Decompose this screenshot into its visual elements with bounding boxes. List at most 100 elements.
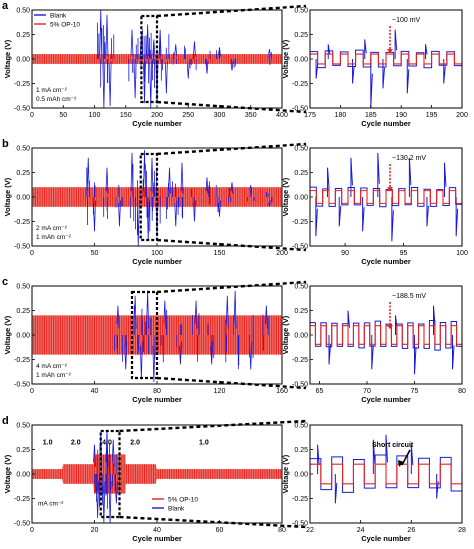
op10-trace xyxy=(310,463,462,485)
x-tick-label: 300 xyxy=(214,112,226,119)
y-tick-label: 0.50 xyxy=(294,8,308,15)
y-tick-label: -0.25 xyxy=(292,357,308,364)
x-tick-label: 80 xyxy=(278,527,286,534)
annotation-arrowhead xyxy=(398,460,404,467)
panel-letter: b xyxy=(2,138,9,150)
y-tick-label: 0.00 xyxy=(294,57,308,64)
zoom-connector-bottom xyxy=(156,238,307,252)
zoom-window xyxy=(130,290,159,380)
x-tick-label: 150 xyxy=(120,112,132,119)
y-tick-label: 0.25 xyxy=(294,447,308,454)
y-axis-label: Voltage (V) xyxy=(281,315,290,354)
x-tick-label: 80 xyxy=(153,388,161,395)
y-axis-label: Voltage (V) xyxy=(281,454,290,493)
annotation-arrowhead xyxy=(387,325,393,330)
blank-spikes xyxy=(328,305,455,375)
rate-label: 2.0 xyxy=(130,440,140,447)
y-tick-label: -0.50 xyxy=(14,106,30,113)
y-tick-label: 0.50 xyxy=(294,423,308,430)
x-axis-label: Cycle number xyxy=(361,119,411,128)
zoom-window xyxy=(140,14,159,104)
zoom-window xyxy=(139,152,159,242)
zoom-connector-bottom xyxy=(119,515,307,529)
y-tick-label: -0.50 xyxy=(14,382,30,389)
y-tick-label: 0.25 xyxy=(294,32,308,39)
y-tick-label: 0.50 xyxy=(16,146,30,153)
y-tick-label: 0.25 xyxy=(16,170,30,177)
y-tick-label: 0.00 xyxy=(16,195,30,202)
x-tick-label: 22 xyxy=(306,527,314,534)
x-tick-label: 0 xyxy=(30,112,34,119)
x-tick-label: 0 xyxy=(30,527,34,534)
x-tick-label: 28 xyxy=(458,527,466,534)
blank-trace xyxy=(97,10,272,108)
rate-label: 2.0 xyxy=(71,440,81,447)
x-tick-label: 180 xyxy=(335,112,347,119)
blank-spikes xyxy=(315,29,446,108)
condition-label: 1 mAh cm⁻² xyxy=(36,234,72,241)
x-tick-label: 80 xyxy=(458,388,466,395)
x-tick-label: 200 xyxy=(276,250,288,257)
plot-area xyxy=(310,152,462,242)
x-axis-label: Cycle number xyxy=(132,534,182,543)
plot-area xyxy=(310,434,462,504)
x-tick-label: 200 xyxy=(456,112,468,119)
y-axis-label: Voltage (V) xyxy=(3,315,12,354)
unit-label: mA cm⁻² xyxy=(38,500,64,507)
y-tick-label: 0.00 xyxy=(16,57,30,64)
x-tick-label: 24 xyxy=(357,527,365,534)
y-tick-label: -0.25 xyxy=(292,219,308,226)
panel-d-left: -0.50 -0.25 0.00 0.25 0.50 0 20 40 60 80 Cycle num… xyxy=(2,415,286,543)
x-tick-label: 70 xyxy=(363,388,371,395)
annotation-label: ~130.2 mV xyxy=(392,155,426,162)
condition-label: 4 mA cm⁻² xyxy=(36,363,68,370)
y-tick-label: 0.50 xyxy=(16,423,30,430)
y-tick-label: -0.50 xyxy=(292,521,308,528)
annotation-label: Short circuit xyxy=(372,442,414,449)
x-tick-label: 20 xyxy=(91,527,99,534)
x-tick-label: 75 xyxy=(411,388,419,395)
zoom-connector-top xyxy=(156,4,307,18)
zoom-connector-bottom xyxy=(156,100,307,114)
x-axis-label: Cycle number xyxy=(132,119,182,128)
y-tick-label: -0.25 xyxy=(292,496,308,503)
x-tick-label: 120 xyxy=(214,388,226,395)
rate-label: 4.0 xyxy=(102,440,112,447)
x-axis-label: Cycle number xyxy=(132,257,182,266)
panel-letter: c xyxy=(2,276,8,288)
x-tick-label: 175 xyxy=(304,112,316,119)
legend-label: 5% OP-10 xyxy=(50,22,80,29)
zoom-connector-top xyxy=(119,419,307,433)
x-tick-label: 65 xyxy=(316,388,324,395)
blank-spikes xyxy=(317,434,439,504)
panel-c-right: -0.50 -0.25 0.00 0.25 0.50 65 70 75 80 Cycle numb… xyxy=(281,284,466,405)
blank-trace xyxy=(93,429,118,523)
x-tick-label: 0 xyxy=(30,388,34,395)
x-tick-label: 60 xyxy=(216,527,224,534)
x-tick-label: 350 xyxy=(245,112,257,119)
legend-label: Blank xyxy=(50,13,67,20)
annotation-arrowhead xyxy=(387,49,393,54)
y-tick-label: 0.50 xyxy=(294,284,308,291)
y-axis-label: Voltage (V) xyxy=(3,454,12,493)
panel-letter: d xyxy=(2,415,9,427)
y-tick-label: 0.25 xyxy=(294,170,308,177)
x-tick-label: 190 xyxy=(395,112,407,119)
condition-label: 1 mA cm⁻² xyxy=(36,87,68,94)
y-tick-label: 0.25 xyxy=(16,308,30,315)
blank-trace xyxy=(86,149,273,246)
x-tick-label: 195 xyxy=(426,112,438,119)
condition-label: 2 mA cm⁻² xyxy=(36,225,68,232)
y-tick-label: 0.00 xyxy=(294,195,308,202)
plot-area xyxy=(310,305,462,375)
panel-letter: a xyxy=(2,0,9,12)
y-tick-label: -0.50 xyxy=(292,244,308,251)
op10-trace xyxy=(310,53,462,65)
x-tick-label: 200 xyxy=(151,112,163,119)
y-tick-label: 0.00 xyxy=(294,333,308,340)
op10-trace xyxy=(310,325,462,345)
x-tick-label: 150 xyxy=(214,250,226,257)
zoom-connector-bottom xyxy=(156,376,307,390)
y-tick-label: -0.25 xyxy=(14,496,30,503)
